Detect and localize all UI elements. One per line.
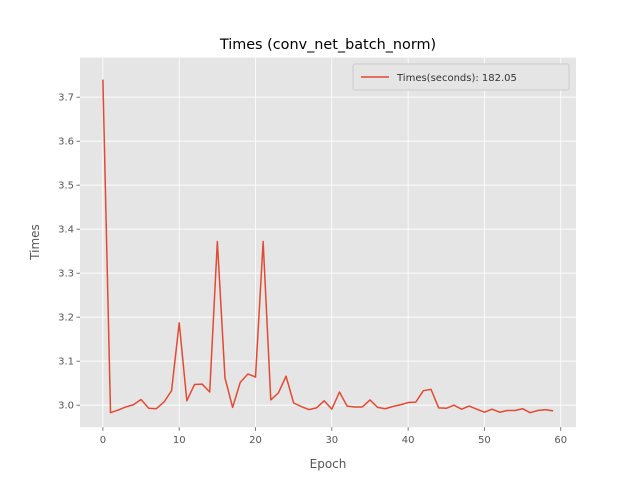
legend-box [352, 63, 570, 91]
y-tick-label: 3.7 [58, 93, 74, 104]
x-tick-label: 60 [554, 435, 567, 446]
y-tick-label: 3.1 [58, 357, 74, 368]
series-line [102, 79, 554, 414]
y-tick-label: 3.4 [58, 225, 74, 236]
y-gridlines [80, 96, 576, 406]
y-tick-label: 3.0 [58, 401, 74, 412]
y-tick-label: 3.3 [58, 269, 74, 280]
x-axis-title: Epoch [310, 457, 347, 471]
y-tick-label: 3.5 [58, 181, 74, 192]
x-ticks: 0 10 20 30 40 50 60 [100, 427, 567, 446]
legend-label: Times(seconds): 182.05 [396, 73, 517, 84]
y-axis-title: Times [28, 224, 42, 261]
series-layer [102, 79, 554, 414]
x-tick-label: 0 [100, 435, 106, 446]
x-tick-label: 30 [325, 435, 338, 446]
y-tick-label: 3.6 [58, 137, 74, 148]
x-tick-label: 10 [173, 435, 186, 446]
x-tick-label: 40 [402, 435, 415, 446]
plot-background [80, 57, 576, 428]
y-tick-label: 3.2 [58, 313, 74, 324]
x-gridlines [102, 57, 562, 428]
x-tick-label: 50 [478, 435, 491, 446]
x-tick-label: 20 [249, 435, 262, 446]
chart-title: Times (conv_net_batch_norm) [219, 37, 436, 53]
y-ticks: 3.0 3.1 3.2 3.3 3.4 3.5 3.6 3.7 [58, 93, 80, 412]
legend: Times(seconds): 182.05 [352, 63, 570, 91]
